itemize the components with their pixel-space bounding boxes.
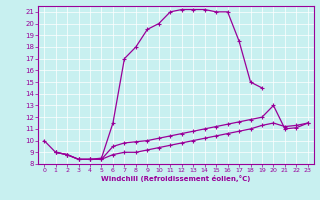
- X-axis label: Windchill (Refroidissement éolien,°C): Windchill (Refroidissement éolien,°C): [101, 175, 251, 182]
